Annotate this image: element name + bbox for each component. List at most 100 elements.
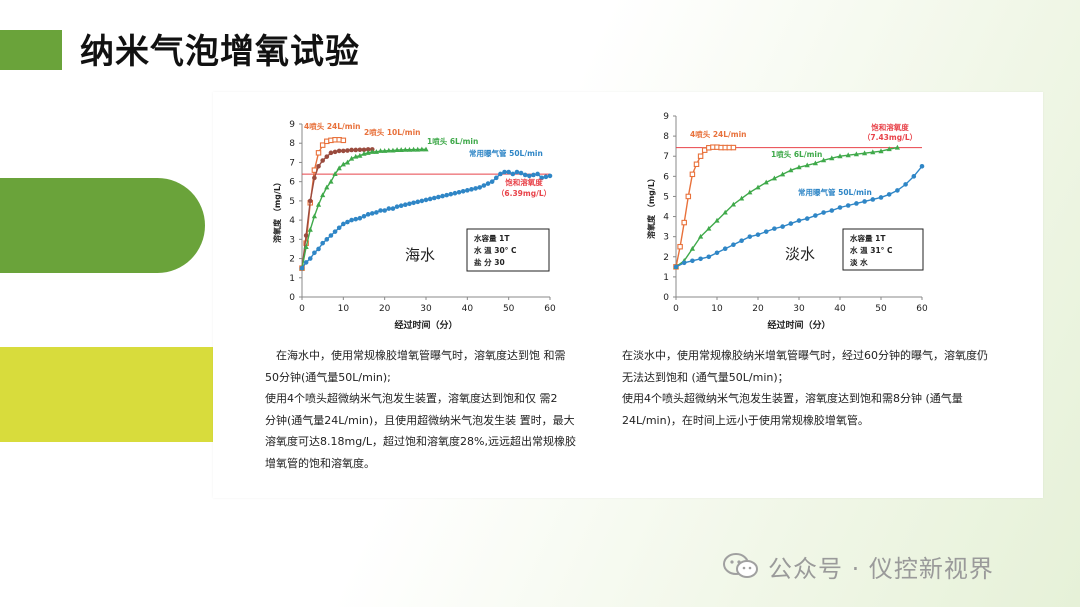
data-point	[312, 175, 317, 181]
data-point	[493, 175, 499, 181]
saturation-value-label: （6.39mg/L）	[497, 188, 551, 198]
data-point	[382, 208, 387, 213]
data-point	[328, 178, 334, 184]
data-point	[531, 172, 536, 178]
data-point	[349, 155, 355, 161]
data-point	[543, 174, 549, 180]
data-point	[341, 148, 346, 154]
data-point	[419, 146, 425, 152]
x-tick-label: 0	[673, 304, 679, 314]
data-point	[431, 195, 437, 201]
y-tick-label: 8	[289, 139, 295, 149]
data-point	[460, 188, 466, 194]
data-point	[829, 208, 835, 213]
data-point	[357, 147, 363, 153]
title-accent-bar	[0, 30, 62, 70]
footer-brand-text: 公众号 · 仪控新视界	[768, 554, 994, 583]
data-point	[423, 197, 429, 203]
data-point	[763, 179, 769, 185]
desc-line: 50分钟(通气量50L/min);	[265, 370, 391, 384]
saturation-label: 饱和溶氧度	[871, 122, 909, 132]
data-point	[411, 146, 417, 152]
desc-line: 24L/min)，在时间上远小于使用常规橡胶增氧管。	[622, 413, 869, 427]
data-point	[862, 150, 868, 156]
data-point	[307, 198, 313, 204]
data-point	[862, 199, 867, 204]
y-tick-label: 1	[289, 274, 295, 284]
desc-line: 使用4个喷头超微纳米气泡发生装置，溶氧度达到饱和仅 需2	[265, 392, 558, 405]
desc-line: 在淡水中，使用常规橡胶纳米增氧管曝气时，经过60分钟的曝气，溶氧度仍	[622, 349, 988, 362]
data-point	[739, 195, 745, 201]
y-axis-label: 溶氧度 （mg/L）	[646, 174, 656, 239]
data-point	[547, 173, 553, 179]
data-point	[739, 238, 744, 243]
data-point	[698, 256, 703, 262]
data-point	[332, 149, 338, 155]
data-point	[353, 216, 359, 222]
data-point	[336, 165, 342, 171]
data-point	[340, 161, 346, 167]
data-point	[796, 164, 802, 170]
data-point	[319, 142, 326, 148]
y-tick-label: 2	[289, 255, 295, 265]
data-point	[320, 192, 326, 198]
info-line: 淡 水	[850, 257, 868, 267]
data-point	[340, 137, 347, 144]
data-point	[894, 144, 900, 150]
data-point	[772, 226, 777, 231]
data-point	[722, 246, 728, 252]
desc-line: 增氧管的饱和溶氧度。	[265, 456, 375, 470]
data-point	[698, 233, 704, 239]
data-point	[382, 148, 388, 153]
data-point	[535, 171, 540, 177]
data-point	[747, 234, 753, 239]
data-point	[693, 161, 700, 168]
data-point	[527, 173, 532, 179]
y-tick-label: 0	[289, 293, 295, 303]
data-point	[378, 208, 383, 213]
saturation-label: 饱和溶氧度	[505, 177, 543, 187]
data-point	[386, 147, 392, 153]
data-point	[911, 174, 917, 179]
page-title: 纳米气泡增氧试验	[80, 32, 360, 72]
data-point	[303, 233, 309, 238]
data-point	[402, 146, 408, 152]
y-tick-label: 5	[663, 192, 669, 202]
x-tick-label: 10	[711, 304, 723, 314]
series-line	[675, 146, 898, 268]
y-tick-label: 9	[289, 120, 295, 130]
data-point	[755, 184, 761, 190]
data-point	[315, 150, 322, 156]
desc-line: 无法达到饱和 (通气量50L/min)；	[622, 370, 789, 384]
info-line: 水 温 31° C	[850, 245, 893, 255]
data-point	[730, 201, 736, 207]
data-point	[845, 152, 851, 158]
footer-brand: 公众号 · 仪控新视界	[722, 546, 994, 586]
data-point	[374, 210, 379, 215]
data-point	[539, 175, 545, 181]
series-line	[301, 148, 373, 269]
x-tick-label: 40	[462, 304, 474, 314]
y-tick-label: 9	[663, 112, 669, 122]
info-line: 水容量 1T	[850, 233, 886, 243]
x-tick-label: 60	[544, 304, 556, 314]
data-point	[407, 201, 412, 207]
x-tick-label: 10	[338, 304, 350, 314]
water-type-label: 海水	[405, 246, 435, 264]
data-point	[481, 183, 487, 188]
data-point	[324, 237, 330, 242]
x-tick-label: 60	[916, 304, 928, 314]
data-point	[522, 172, 528, 178]
data-point	[853, 151, 859, 157]
freshwater-chart: 0 1 2 3 4 5 6 7 8 9 0 10 20 30 40 50 60 经过时间（分） 溶氧度 （mg/L）…	[646, 112, 928, 331]
data-point	[444, 192, 449, 198]
data-point	[689, 171, 696, 178]
data-point	[506, 169, 511, 175]
data-point	[731, 242, 736, 248]
series-label-4-nozzle: 4喷头 24L/min	[690, 129, 747, 139]
data-point	[299, 265, 305, 271]
data-point	[316, 246, 321, 252]
data-point	[361, 147, 367, 153]
x-tick-label: 20	[752, 304, 764, 314]
data-point	[336, 148, 342, 154]
